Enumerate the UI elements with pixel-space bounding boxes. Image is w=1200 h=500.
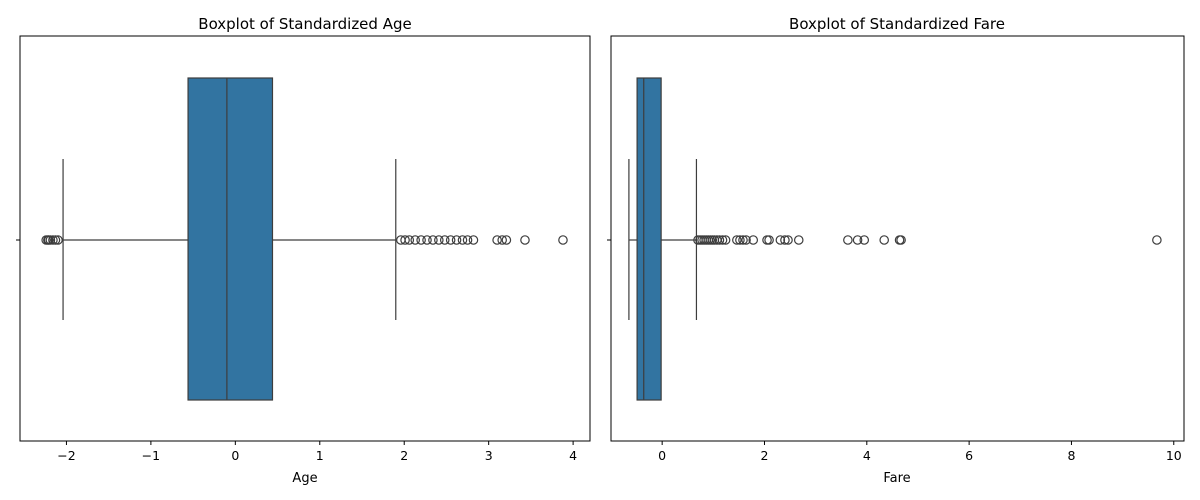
fare-x-axis-label: Fare (883, 471, 910, 486)
fare-outlier-point (859, 235, 870, 245)
fare-x-tick-label: 8 (1067, 448, 1075, 463)
age-outlier-point (410, 235, 420, 245)
fare-outlier-point (783, 235, 793, 245)
age-outlier-point (451, 235, 462, 245)
age-outlier-point (53, 235, 63, 245)
age-outlier-point (558, 235, 568, 245)
fare-outlier-point (1152, 235, 1162, 245)
fare-outlier-point (735, 235, 745, 245)
age-outlier-point (48, 235, 58, 245)
fare-x-tick-label: 10 (1166, 448, 1182, 463)
age-x-axis-label: Age (292, 471, 317, 486)
age-outlier-point (468, 235, 479, 245)
fare-outlier-point (764, 235, 774, 245)
fare-outlier-point (720, 235, 731, 245)
fare-outlier-point (717, 235, 728, 245)
age-plot-frame (19, 35, 591, 442)
age-outlier-point (501, 235, 512, 245)
age-outlier-point (45, 235, 56, 245)
fare-boxplot-panel: Boxplot of Standardized Fare 0 2 4 6 8 10 Far… (607, 15, 1185, 486)
age-outlier-point (497, 235, 507, 245)
age-outlier-point (434, 235, 444, 245)
age-outlier-point (492, 235, 502, 245)
fare-outlier-point (793, 235, 804, 245)
fare-outlier-point (738, 235, 748, 245)
age-outlier-point (404, 235, 415, 245)
fare-outlier-point (780, 235, 790, 245)
fare-plot-frame (610, 35, 1185, 442)
fare-outlier-point (748, 235, 759, 245)
age-outlier-point (445, 235, 456, 245)
fare-outlier-point (762, 235, 772, 245)
fare-outlier-point (732, 235, 742, 245)
fare-outlier-point (879, 235, 889, 245)
age-outlier-point (428, 235, 438, 245)
age-iqr-box (187, 77, 274, 401)
fare-chart-title: Boxplot of Standardized Fare (789, 15, 1005, 33)
age-x-tick-label: −2 (57, 448, 75, 463)
age-chart-title: Boxplot of Standardized Age (198, 15, 411, 33)
age-outlier-point (439, 235, 450, 245)
age-x-tick-label: −1 (142, 448, 160, 463)
age-outlier-point (416, 235, 426, 245)
age-outlier-point (50, 235, 61, 245)
fare-outlier-point (896, 235, 906, 245)
age-outlier-point (457, 235, 468, 245)
age-outlier-point (462, 235, 473, 245)
fare-x-tick-label: 4 (863, 448, 871, 463)
age-x-tick-label: 2 (400, 448, 408, 463)
age-outlier-point (520, 235, 530, 245)
age-x-tick-label: 3 (485, 448, 493, 463)
fare-iqr-box (636, 77, 662, 401)
age-outlier-point (422, 235, 432, 245)
age-x-tick-label: 1 (316, 448, 324, 463)
fare-outlier-point (741, 235, 751, 245)
age-outlier-point (400, 235, 410, 245)
fare-outlier-point (714, 235, 725, 245)
fare-outlier-point (852, 235, 863, 245)
fare-x-tick-label: 0 (658, 448, 666, 463)
fare-x-tick-label: 2 (761, 448, 769, 463)
age-boxplot-panel: Boxplot of Standardized Age −2 −1 0 1 2 3 4 Ag… (16, 15, 591, 486)
age-x-tick-label: 0 (231, 448, 239, 463)
age-x-tick-label: 4 (569, 448, 577, 463)
fare-outlier-point (775, 235, 786, 245)
fare-x-tick-label: 6 (965, 448, 973, 463)
fare-outlier-point (843, 235, 853, 245)
